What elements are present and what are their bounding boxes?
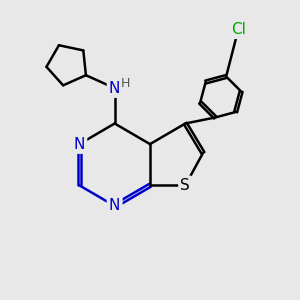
Text: Cl: Cl bbox=[231, 22, 246, 37]
Text: N: N bbox=[109, 198, 120, 213]
Text: N: N bbox=[74, 136, 85, 152]
Text: H: H bbox=[120, 77, 130, 90]
Text: S: S bbox=[181, 178, 190, 193]
Text: N: N bbox=[109, 81, 120, 96]
